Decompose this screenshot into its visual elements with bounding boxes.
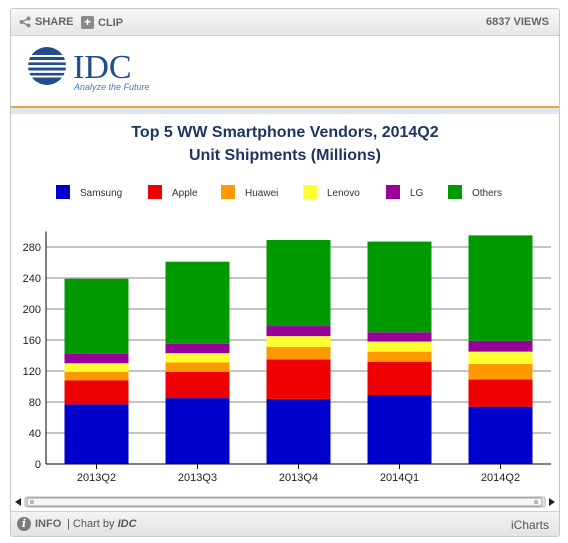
bar-2014Q2-samsung[interactable]	[468, 406, 533, 464]
legend-swatch-others[interactable]	[448, 185, 462, 199]
legend-label-others[interactable]: Others	[472, 188, 502, 199]
bar-2013Q4-huawei[interactable]	[266, 346, 331, 360]
logo-tagline: Analyze the Future	[74, 82, 150, 92]
bar-2013Q4-lg[interactable]	[266, 326, 331, 337]
bar-2014Q1-huawei[interactable]	[367, 351, 432, 362]
info-icon[interactable]: i	[17, 517, 31, 531]
bar-2013Q2-huawei[interactable]	[64, 371, 129, 381]
legend-label-lg[interactable]: LG	[410, 188, 424, 199]
x-tick-label: 2014Q1	[380, 472, 419, 484]
bar-2013Q4-samsung[interactable]	[266, 398, 331, 464]
bar-2014Q2-huawei[interactable]	[468, 364, 533, 380]
legend-swatch-apple[interactable]	[148, 185, 162, 199]
bar-2014Q1-lenovo[interactable]	[367, 341, 432, 352]
bar-2014Q2-lenovo[interactable]	[468, 351, 533, 365]
share-icon	[19, 16, 31, 28]
bar-2013Q3-others[interactable]	[165, 261, 230, 344]
bar-2014Q1-others[interactable]	[367, 241, 432, 333]
chart-legend: Samsung Apple Huawei Lenovo LG Others	[56, 185, 502, 199]
bar-2014Q1-apple[interactable]	[367, 361, 432, 396]
chart-scrollbar[interactable]	[11, 495, 559, 509]
scroll-right-icon[interactable]	[549, 498, 555, 506]
y-tick-label: 120	[23, 366, 41, 378]
x-tick-label: 2013Q4	[279, 472, 318, 484]
share-button[interactable]: SHARE	[19, 16, 74, 28]
chart-widget: SHARE + CLIP 6837 VIEWS IDC Analyze the …	[10, 8, 560, 537]
header-band	[11, 108, 559, 114]
x-tick-label: 2013Q3	[178, 472, 217, 484]
plus-icon: +	[81, 16, 94, 29]
chart-credit-prefix: | Chart by	[67, 518, 115, 530]
view-count: 6837 VIEWS	[486, 16, 549, 28]
bar-2013Q2-samsung[interactable]	[64, 404, 129, 464]
y-tick-label: 240	[23, 273, 41, 285]
bar-2013Q2-others[interactable]	[64, 278, 129, 354]
widget-toolbar: SHARE + CLIP 6837 VIEWS	[11, 9, 559, 36]
info-button[interactable]: INFO	[35, 518, 62, 530]
globe-icon	[27, 47, 67, 85]
bar-2013Q4-others[interactable]	[266, 240, 331, 327]
bar-2013Q3-samsung[interactable]	[165, 398, 230, 464]
legend-label-samsung[interactable]: Samsung	[80, 188, 122, 199]
logo-wordmark: IDC	[73, 49, 132, 86]
bar-2013Q3-huawei[interactable]	[165, 362, 230, 372]
legend-swatch-samsung[interactable]	[56, 185, 70, 199]
chart-bars	[64, 235, 533, 464]
bar-2013Q3-apple[interactable]	[165, 371, 230, 399]
bar-2013Q3-lg[interactable]	[165, 343, 230, 354]
stacked-bar-chart: Top 5 WW Smartphone Vendors, 2014Q2 Unit…	[23, 124, 551, 484]
bar-2013Q2-apple[interactable]	[64, 380, 129, 405]
legend-label-apple[interactable]: Apple	[172, 188, 198, 199]
chart-axes: 0 40 80 120 160 200 240 280 2013Q2 2013Q3 2013Q4 20…	[23, 231, 551, 484]
legend-swatch-huawei[interactable]	[221, 185, 235, 199]
y-tick-label: 80	[29, 397, 41, 409]
y-tick-label: 40	[29, 428, 41, 440]
legend-label-huawei[interactable]: Huawei	[245, 188, 278, 199]
widget-footer: i INFO | Chart by IDC iCharts	[11, 511, 559, 536]
bar-2013Q2-lg[interactable]	[64, 353, 129, 364]
bar-2013Q4-apple[interactable]	[266, 359, 331, 399]
scroll-left-icon[interactable]	[15, 498, 21, 506]
idc-logo: IDC	[27, 47, 132, 86]
bar-2013Q3-lenovo[interactable]	[165, 353, 230, 363]
x-tick-label: 2014Q2	[481, 472, 520, 484]
chart-credit-name[interactable]: IDC	[117, 518, 137, 530]
logo-header: IDC Analyze the Future	[11, 36, 559, 108]
chart-credit: | Chart by IDC	[67, 518, 137, 530]
y-tick-label: 0	[35, 459, 41, 471]
bar-2014Q1-lg[interactable]	[367, 332, 432, 342]
legend-swatch-lenovo[interactable]	[303, 185, 317, 199]
bar-2014Q2-apple[interactable]	[468, 379, 533, 407]
y-tick-label: 200	[23, 304, 41, 316]
icharts-brand[interactable]: iCharts	[510, 518, 549, 532]
legend-swatch-lg[interactable]	[386, 185, 400, 199]
chart-title: Top 5 WW Smartphone Vendors, 2014Q2	[131, 124, 438, 141]
clip-label: CLIP	[98, 16, 124, 29]
share-label: SHARE	[35, 16, 74, 28]
bar-2014Q2-lg[interactable]	[468, 340, 533, 352]
bar-2013Q4-lenovo[interactable]	[266, 336, 331, 347]
bar-2014Q2-others[interactable]	[468, 235, 533, 341]
bar-2014Q1-samsung[interactable]	[367, 395, 432, 464]
y-tick-label: 280	[23, 242, 41, 254]
scroll-grip-icon	[30, 500, 538, 504]
x-tick-label: 2013Q2	[77, 472, 116, 484]
legend-label-lenovo[interactable]: Lenovo	[327, 188, 360, 199]
scroll-thumb[interactable]	[26, 497, 543, 507]
bar-2013Q2-lenovo[interactable]	[64, 363, 129, 372]
chart-subtitle: Unit Shipments (Millions)	[189, 147, 381, 164]
y-tick-label: 160	[23, 335, 41, 347]
clip-button[interactable]: + CLIP	[81, 16, 123, 29]
